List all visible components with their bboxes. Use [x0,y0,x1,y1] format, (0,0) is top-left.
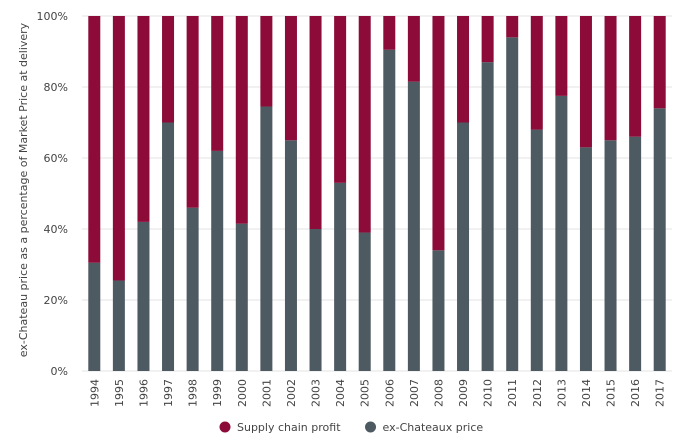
bar-segment [530,16,543,130]
bar-segment [506,37,519,372]
bar-segment [604,140,617,371]
legend-marker [365,421,377,433]
bar-segment [112,280,125,371]
x-tick-label: 1999 [211,379,224,407]
bar-segment [309,229,322,371]
bar-segment [604,16,617,141]
bar-segment [137,16,150,222]
bar-segment [88,262,101,371]
x-tick-label: 2016 [629,379,642,407]
x-tick-label: 2017 [654,379,667,407]
bar-segment [579,147,592,371]
y-tick-label: 60% [44,152,68,165]
x-tick-label: 2007 [408,379,421,407]
bar-segment [186,16,199,208]
bar-segment [407,16,420,82]
bar-segment [432,250,445,371]
bar-segment [235,223,248,371]
bar-segment [530,129,543,371]
bar-segment [358,232,371,371]
legend-label: ex-Chateaux price [383,421,484,434]
bar-segment [235,16,248,224]
x-tick-label: 2013 [555,379,568,407]
x-tick-label: 2008 [432,379,445,407]
bar-segment [309,16,322,229]
bar-segment [629,136,642,371]
bar-segment [457,16,470,123]
legend-label: Supply chain profit [237,421,341,434]
bar-segment [481,16,494,63]
bar-segment [284,16,297,141]
bar-segment [383,49,396,371]
x-tick-label: 1995 [113,379,126,407]
x-tick-label: 1998 [187,379,200,407]
bar-segment [112,16,125,281]
bar-segment [383,16,396,50]
y-tick-label: 20% [44,294,68,307]
y-tick-label: 80% [44,81,68,94]
x-tick-label: 2006 [383,379,396,407]
bar-segment [407,81,420,372]
x-tick-label: 2005 [359,379,372,407]
x-tick-label: 1996 [137,379,150,407]
x-tick-label: 2015 [605,379,618,407]
bar-segment [162,122,175,371]
bar-segment [506,16,519,38]
x-tick-label: 1994 [88,379,101,407]
x-tick-label: 2014 [580,379,593,407]
bar-segment [334,182,347,371]
bar-segment [555,95,568,371]
x-tick-label: 2012 [531,379,544,407]
bar-segment [260,16,273,107]
bar-segment [284,140,297,371]
y-axis-label: ex-Chateau price as a percentage of Mark… [17,22,30,357]
x-tick-label: 2003 [310,379,323,407]
x-tick-label: 2000 [236,379,249,407]
x-tick-label: 2002 [285,379,298,407]
bar-segment [579,16,592,148]
bar-segment [88,16,101,263]
bar-segment [162,16,175,123]
bar-segment [186,207,199,371]
x-tick-label: 1997 [162,379,175,407]
bar-segment [211,16,224,151]
x-tick-label: 2009 [457,379,470,407]
x-tick-label: 2010 [482,379,495,407]
bar-segment [481,62,494,372]
bar-segment [432,16,445,251]
y-tick-label: 100% [37,10,68,23]
x-tick-label: 2001 [260,379,273,407]
y-tick-label: 40% [44,223,68,236]
bar-segment [653,108,666,372]
bar-segment [457,122,470,371]
y-tick-label: 0% [51,365,68,378]
bar-segment [137,221,150,371]
bar-segment [334,16,347,183]
x-tick-label: 2004 [334,379,347,407]
x-tick-label: 2011 [506,379,519,407]
bar-segment [211,150,224,371]
bar-segment [260,106,273,372]
bar-segment [358,16,371,233]
bar-segment [555,16,568,96]
bar-segment [629,16,642,137]
legend-marker [219,421,231,433]
bar-segment [653,16,666,109]
